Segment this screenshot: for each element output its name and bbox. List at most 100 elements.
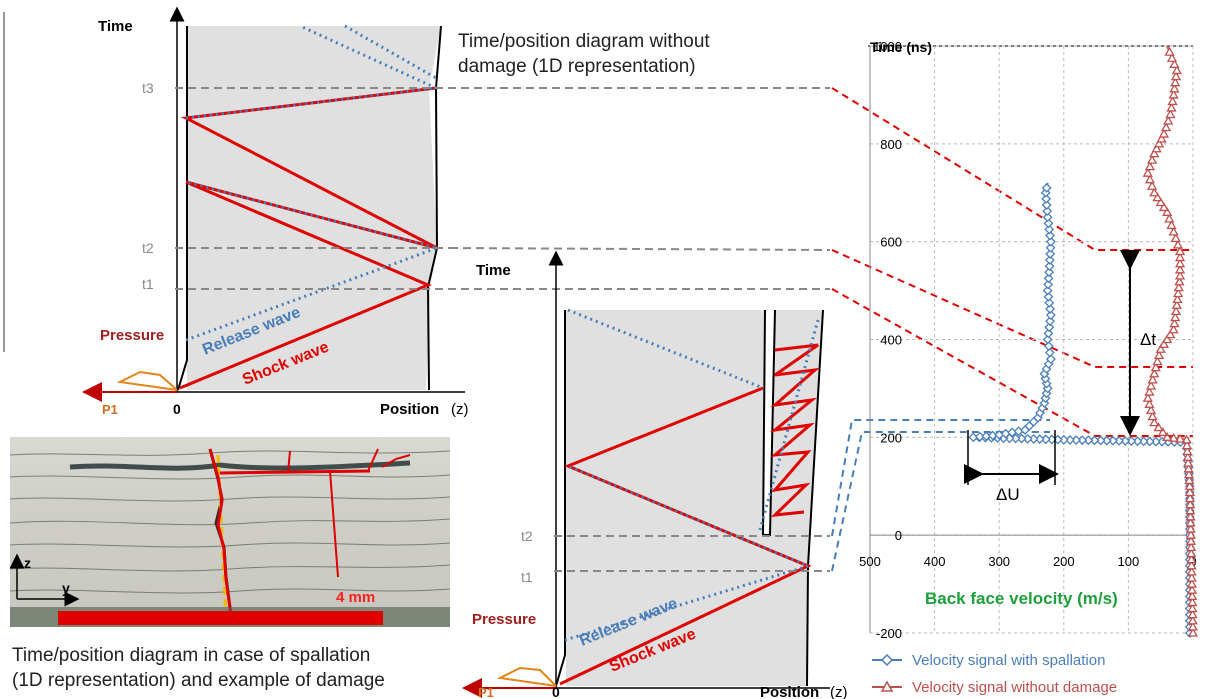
series-point — [1185, 511, 1196, 521]
legend-no-damage: Velocity signal without damage — [912, 679, 1117, 696]
series-point — [1187, 591, 1198, 600]
series-point — [1174, 270, 1186, 280]
series-point — [1168, 226, 1179, 236]
series-point — [1153, 138, 1165, 148]
y-tick-label: 800 — [880, 137, 902, 152]
d2-front-face — [555, 310, 566, 687]
x-tick-label: 300 — [988, 554, 1010, 569]
series-point — [1172, 239, 1184, 249]
series-point — [1187, 627, 1199, 637]
series-point — [1174, 276, 1185, 286]
chart-y-ticks: 1000 800 600 400 200 0 -200 — [873, 39, 902, 641]
series-point — [1045, 230, 1055, 241]
series-point — [1160, 122, 1172, 132]
x-tick-label: 500 — [859, 554, 881, 569]
series-point — [1169, 59, 1180, 68]
series-point — [1155, 343, 1166, 353]
d1-position-label: Position — [380, 401, 439, 418]
series-point — [1171, 299, 1182, 309]
series-point — [1173, 288, 1184, 298]
d2-p1-label: P1 — [478, 685, 494, 699]
series-point — [1149, 417, 1160, 427]
series-point — [1168, 89, 1179, 99]
series-1 — [1142, 45, 1199, 637]
photo-axis-z: z — [24, 555, 31, 571]
series-point — [1162, 207, 1173, 216]
series-point — [1174, 258, 1186, 268]
d2-spall-reverberations — [769, 343, 820, 517]
diagram-spallation: Time t2 t1 Pressure P1 0 Position (z) Re… — [462, 250, 848, 699]
series-point — [1045, 248, 1056, 259]
bottom-caption: Time/position diagram in case of spallat… — [12, 643, 385, 693]
series-point — [1158, 339, 1170, 349]
series-point — [1152, 192, 1163, 202]
series-point — [1145, 405, 1157, 415]
series-point — [1162, 432, 1173, 441]
d2-position-label: Position — [760, 684, 819, 699]
series-point — [1187, 597, 1198, 607]
series-point — [1172, 294, 1183, 304]
d2-tick-t1: t1 — [521, 569, 533, 585]
series-point — [1043, 291, 1054, 302]
series-point — [1164, 213, 1175, 223]
series-point — [1152, 356, 1163, 366]
series-point — [1184, 480, 1195, 490]
series-point — [1156, 133, 1167, 143]
series-point — [1041, 182, 1052, 193]
bottom-caption-line2: (1D representation) and example of damag… — [12, 670, 385, 691]
x-tick-label: 100 — [1118, 554, 1140, 569]
chart-x-ticks: 5004003002001000 — [859, 554, 1196, 569]
series-point — [1045, 236, 1056, 247]
series-point — [1186, 566, 1197, 576]
d1-origin-label: 0 — [173, 401, 181, 417]
series-point — [1166, 52, 1178, 62]
series-point — [1186, 584, 1198, 594]
series-point — [1142, 392, 1153, 402]
series-point — [1042, 334, 1053, 345]
delta-u-label: ΔU — [996, 485, 1020, 504]
series-point — [1146, 180, 1158, 190]
series-point — [1041, 378, 1052, 389]
series-point — [1182, 446, 1193, 456]
series-point — [1041, 193, 1052, 204]
series-point — [1144, 386, 1155, 396]
series-point — [1045, 316, 1055, 327]
series-point — [1181, 440, 1193, 450]
series-point — [1142, 167, 1153, 177]
d2-sample-area — [566, 310, 823, 686]
series-point — [1185, 505, 1196, 515]
series-point — [1170, 233, 1181, 243]
d2-release-wave-path — [564, 464, 813, 642]
d1-tick-t3: t3 — [142, 80, 154, 96]
y-tick-label: 1000 — [873, 39, 902, 54]
d1-front-face — [177, 26, 188, 391]
y-tick-label: 400 — [880, 333, 902, 348]
d1-caption-line1: Time/position diagram without — [458, 31, 710, 52]
series-point — [1044, 267, 1055, 278]
series-point — [1169, 83, 1180, 93]
diagram-no-damage: Time t3 t2 t1 Pressure P1 0 Position (z)… — [82, 6, 831, 418]
series-point — [1186, 560, 1197, 570]
series-point — [1044, 224, 1055, 235]
series-point — [1168, 324, 1179, 334]
series-point — [1185, 535, 1197, 545]
series-point — [1149, 187, 1160, 197]
series-point — [1149, 368, 1160, 378]
chart-grid — [869, 45, 1194, 634]
legend-marker-spallation — [880, 653, 894, 667]
series-point — [1044, 261, 1055, 272]
series-point — [1165, 109, 1176, 119]
x-tick-label: 200 — [1053, 554, 1075, 569]
series-point — [1146, 154, 1158, 164]
d2-back-face — [806, 565, 809, 687]
series-point — [1170, 77, 1181, 87]
series-point — [1041, 200, 1052, 210]
series-point — [1043, 328, 1054, 339]
series-point — [1185, 529, 1196, 539]
d2-tick-t2: t2 — [521, 528, 533, 544]
series-point — [1045, 354, 1056, 364]
series-point — [1184, 475, 1195, 485]
connector-t2 — [831, 249, 1193, 368]
series-point — [1166, 220, 1177, 230]
